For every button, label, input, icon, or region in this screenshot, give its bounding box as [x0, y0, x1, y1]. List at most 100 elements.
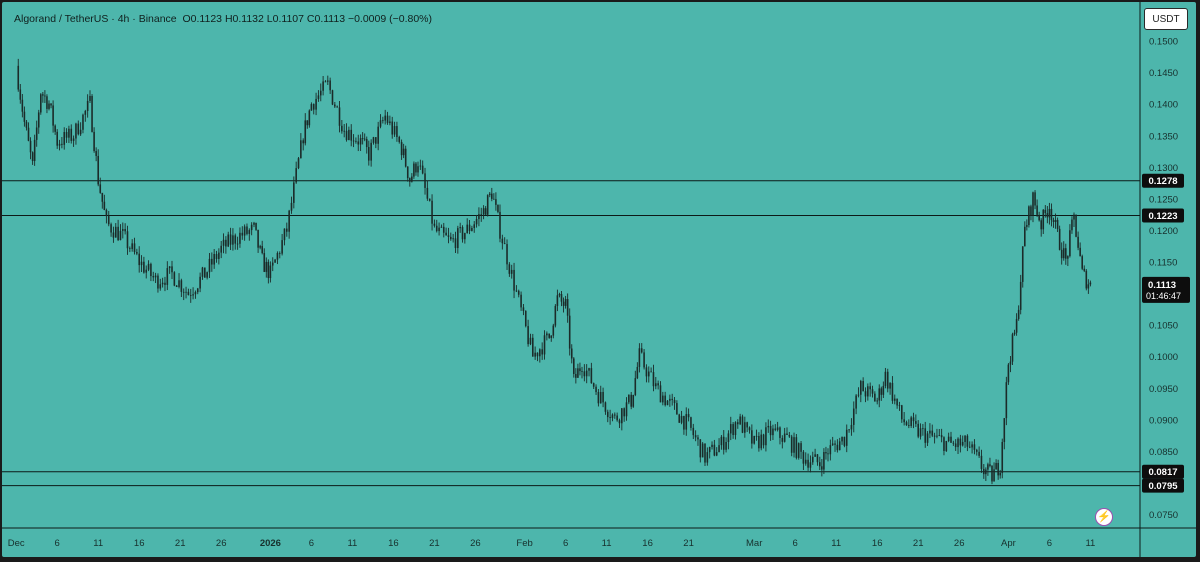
candle-body [843, 436, 846, 446]
candle-body [606, 411, 609, 418]
candle-body [154, 275, 157, 278]
candle-body [359, 138, 362, 145]
candle-body [452, 238, 454, 240]
candle-body [614, 414, 616, 416]
candle-body [497, 204, 499, 212]
time-tick-label: 21 [913, 538, 924, 549]
candle-body [319, 90, 322, 96]
candle-body [361, 138, 364, 140]
candle-body [1058, 228, 1061, 250]
change-value: −0.0009 (−0.80%) [347, 13, 433, 25]
candle-body [566, 299, 569, 316]
candle-body [774, 428, 777, 430]
candle-body [341, 125, 343, 132]
candle-body [493, 198, 495, 200]
candle-body [27, 127, 30, 141]
candle-body [336, 106, 338, 108]
candle-body [21, 99, 24, 112]
candle-body [882, 385, 885, 395]
candle-body [692, 427, 695, 436]
candle-body [893, 398, 896, 401]
candle-body [779, 427, 781, 438]
candle-body [1013, 332, 1016, 335]
candle-body [938, 435, 941, 437]
candle-body [952, 442, 955, 444]
candle-body [1038, 214, 1040, 221]
candle-body [248, 230, 251, 234]
candle-body [1021, 246, 1024, 282]
candle-body [701, 443, 704, 458]
candle-body [327, 80, 329, 82]
candle-body [520, 294, 522, 308]
candle-body [457, 228, 459, 249]
candle-body [732, 424, 734, 436]
currency-button[interactable]: USDT [1144, 8, 1188, 30]
candle-body [440, 226, 443, 228]
candle-body [40, 94, 42, 113]
candle-body [957, 438, 959, 448]
candle-body [1024, 226, 1026, 247]
candle-body [687, 414, 690, 418]
candle-body [1046, 213, 1049, 218]
candle-body [552, 325, 555, 336]
candle-body [657, 383, 659, 386]
symbol-title[interactable]: Algorand / TetherUS · 4h · Binance [14, 13, 177, 25]
candle-body [89, 95, 91, 101]
candle-body [232, 235, 234, 245]
candle-body [1017, 309, 1020, 319]
candle-body [978, 451, 980, 456]
candle-body [31, 152, 34, 162]
candle-body [997, 462, 999, 476]
candle-body [647, 371, 650, 377]
candle-body [25, 121, 28, 128]
candle-body [375, 137, 377, 144]
candle-body [964, 435, 966, 442]
candle-body [954, 443, 957, 448]
time-tick-label: Mar [746, 538, 762, 549]
candle-body [554, 305, 557, 326]
candle-body [807, 459, 809, 468]
candle-body [575, 373, 577, 378]
candle-body [348, 129, 350, 141]
candle-body [363, 138, 366, 140]
candle-body [722, 436, 725, 450]
lightning-icon[interactable]: ⚡ [1095, 508, 1113, 526]
candle-body [597, 392, 600, 404]
candle-body [788, 435, 791, 437]
candle-body [218, 252, 220, 259]
candle-body [769, 425, 772, 436]
candle-body [583, 371, 586, 377]
candle-body [683, 416, 685, 430]
candle-body [933, 435, 936, 437]
candle-body [152, 276, 155, 278]
candle-body [274, 259, 276, 263]
candle-body [445, 232, 447, 236]
candle-body [595, 386, 597, 393]
candle-body [1065, 248, 1067, 259]
candle-body [708, 446, 711, 453]
candle-body [122, 229, 124, 231]
candle-body [495, 199, 497, 205]
time-tick-label: 26 [470, 538, 481, 549]
candle-body [829, 445, 832, 455]
candle-body [105, 210, 108, 217]
candle-body [857, 394, 860, 396]
candle-body [70, 128, 73, 141]
candle-body [987, 464, 989, 470]
candle-body [548, 333, 550, 338]
candle-body [147, 263, 150, 270]
candle-body [433, 223, 436, 226]
candle-body [802, 451, 805, 464]
candle-body [650, 371, 652, 373]
candle-body [204, 267, 206, 278]
candle-body [898, 405, 901, 407]
candle-body [23, 111, 26, 122]
candle-body [290, 202, 293, 211]
candle-body [541, 349, 543, 355]
candle-body [889, 382, 891, 389]
candle-body [961, 441, 964, 446]
candle-body [297, 158, 300, 169]
candle-body [86, 100, 89, 111]
candle-body [1069, 230, 1071, 257]
